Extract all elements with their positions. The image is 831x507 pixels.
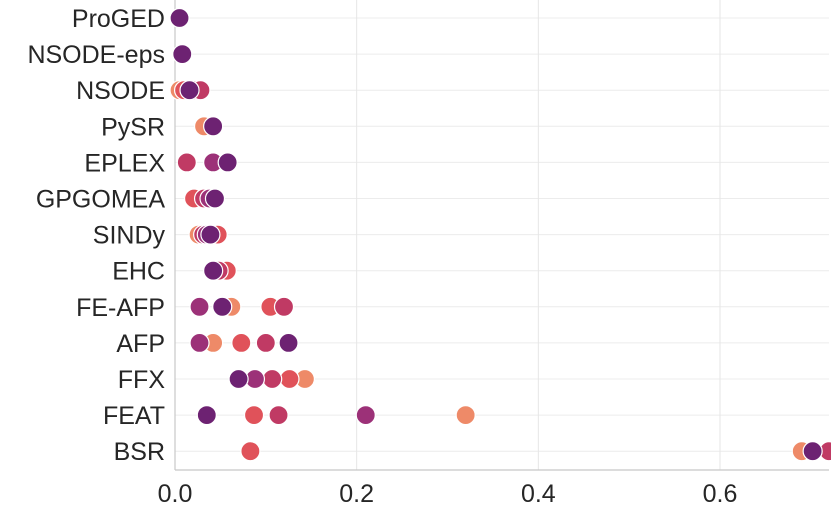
data-point — [203, 260, 224, 281]
data-point — [273, 296, 295, 317]
axes — [174, 0, 829, 471]
category-label: EHC — [112, 258, 165, 286]
data-point — [455, 405, 476, 426]
data-point — [355, 405, 376, 426]
data-point — [228, 368, 249, 390]
data-point — [203, 116, 224, 137]
category-label: SINDy — [93, 222, 166, 250]
data-point — [262, 368, 283, 390]
category-labels: ProGED NSODE-eps NSODE PySR EPLEX GPGOMEA SIND… — [27, 5, 165, 466]
data-point — [279, 368, 300, 390]
category-label: FEAT — [103, 402, 165, 430]
category-label: FE-AFP — [76, 294, 165, 322]
data-point — [240, 441, 261, 462]
data-point — [172, 43, 193, 65]
data-point — [169, 7, 190, 29]
data-point — [255, 332, 276, 353]
category-label: NSODE — [76, 77, 165, 105]
category-label: NSODE-eps — [27, 41, 165, 69]
data-point — [176, 152, 197, 173]
category-label: ProGED — [72, 5, 165, 33]
data-point — [212, 296, 233, 317]
category-label: AFP — [116, 330, 165, 358]
data-point — [179, 80, 200, 101]
category-label: GPGOMEA — [36, 186, 166, 214]
data-point — [200, 224, 221, 245]
data-point — [196, 405, 217, 426]
data-point — [189, 296, 210, 317]
data-point — [268, 405, 289, 426]
x-tick-label: 0.2 — [339, 480, 374, 507]
gridlines — [175, 0, 829, 470]
data-point — [243, 405, 265, 426]
category-label: PySR — [101, 113, 165, 141]
data-point — [231, 332, 252, 353]
x-tick-label: 0.6 — [703, 480, 738, 507]
data-point — [278, 332, 299, 353]
category-label: FFX — [118, 366, 166, 394]
x-tick-labels: 0.0 0.2 0.4 0.6 — [158, 480, 738, 507]
category-label: BSR — [114, 438, 165, 466]
data-point — [802, 441, 823, 462]
data-points — [169, 7, 831, 462]
data-point — [189, 332, 210, 353]
x-tick-label: 0.0 — [158, 480, 193, 507]
data-point — [217, 152, 238, 173]
data-point — [204, 188, 226, 209]
category-label: EPLEX — [84, 149, 165, 177]
x-tick-label: 0.4 — [521, 480, 556, 507]
